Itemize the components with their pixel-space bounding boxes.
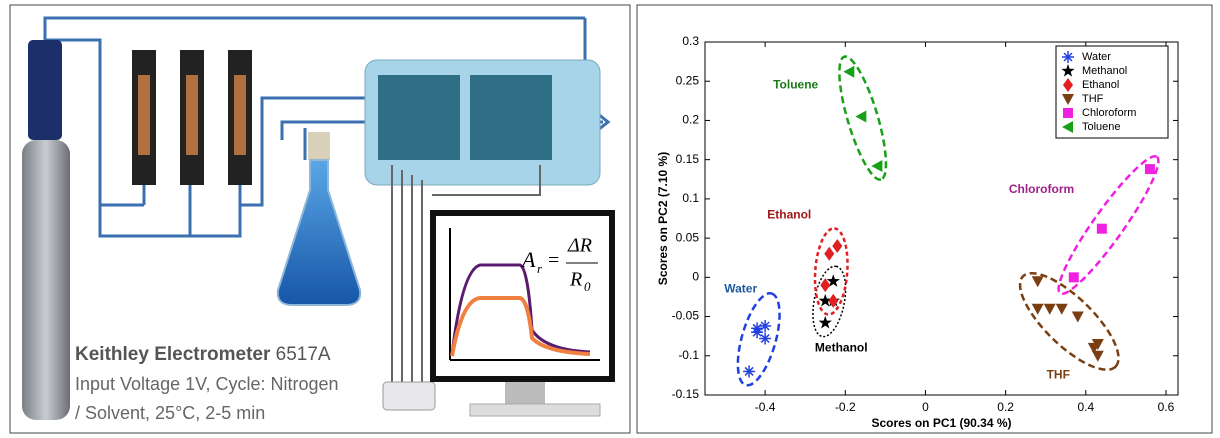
x-tick-label: -0.4 [755, 400, 776, 414]
x-axis-label: Scores on PC1 (90.34 %) [871, 416, 1011, 430]
model: 6517A [276, 344, 331, 365]
x-tick-label: 0.4 [1077, 400, 1094, 414]
conditions: Input Voltage 1V, Cycle: Nitrogen [75, 374, 339, 394]
y-tick-label: 0.1 [682, 191, 699, 205]
y-tick-label: 0.2 [682, 113, 699, 127]
electrometer [383, 382, 435, 410]
marker [1097, 224, 1107, 234]
x-tick-label: -0.2 [835, 400, 856, 414]
formula-eq: = [548, 250, 559, 272]
legend-label: Ethanol [1082, 79, 1119, 91]
formula-den: R [569, 269, 582, 291]
formula-den-sub: 0 [584, 279, 591, 294]
y-tick-label: 0.25 [676, 73, 700, 87]
y-tick-label: -0.1 [678, 348, 699, 362]
x-tick-label: 0.6 [1158, 400, 1175, 414]
y-tick-label: 0.15 [676, 152, 700, 166]
annotation: Ethanol [767, 208, 811, 222]
y-axis-label: Scores on PC2 (7.10 %) [656, 152, 670, 285]
instrument: Keithley Electrometer [75, 344, 271, 365]
marker [1063, 108, 1073, 118]
valve [28, 40, 62, 140]
gas-cylinder [22, 140, 70, 420]
annotation: THF [1047, 368, 1070, 382]
y-tick-label: 0.3 [682, 34, 699, 48]
annotation: Water [724, 281, 757, 295]
sensor [378, 75, 460, 160]
instrument-label: Keithley Electrometer 6517A [75, 344, 331, 365]
sensor [470, 75, 552, 160]
y-tick-label: 0.05 [676, 230, 700, 244]
marker [1069, 272, 1079, 282]
x-tick-label: 0 [922, 400, 929, 414]
x-tick-label: 0.2 [997, 400, 1014, 414]
annotation: Methanol [815, 341, 868, 355]
annotation: Toluene [773, 77, 818, 91]
annotation: Chloroform [1009, 182, 1074, 196]
monitor-stand [505, 382, 545, 404]
formula-lhs: A [520, 247, 536, 272]
legend-label: Chloroform [1082, 107, 1136, 119]
legend-label: Methanol [1082, 65, 1127, 77]
y-tick-label: -0.05 [672, 309, 700, 323]
formula-num: ΔR [567, 235, 592, 257]
legend-label: Toluene [1082, 121, 1121, 133]
legend-label: Water [1082, 51, 1111, 63]
keyboard [470, 404, 600, 416]
legend-label: THF [1082, 93, 1104, 105]
y-tick-label: -0.15 [672, 387, 700, 401]
marker [1145, 164, 1155, 174]
figure: A r = ΔR R 0 Keithley Electrometer 6517A… [0, 0, 1220, 438]
setup-diagram: A r = ΔR R 0 Keithley Electrometer 6517A… [10, 5, 630, 433]
y-tick-label: 0 [692, 270, 699, 284]
flowmeters [132, 50, 252, 185]
conditions: / Solvent, 25°C, 2-5 min [75, 403, 265, 423]
